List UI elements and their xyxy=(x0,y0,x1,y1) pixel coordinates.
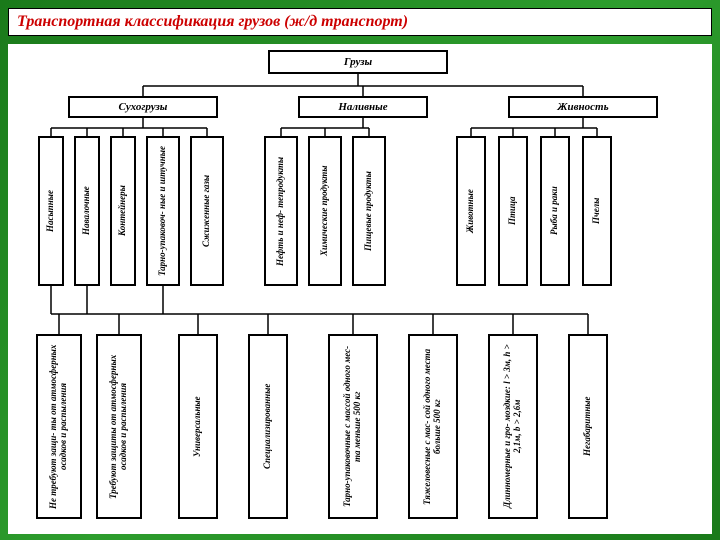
subcategory-node: Птица xyxy=(498,136,528,286)
page-title: Транспортная классификация грузов (ж/д т… xyxy=(17,13,703,31)
leaf-node: Длинномерные и гро- моздкие: l > 3м, h >… xyxy=(488,334,538,519)
subcategory-node: Нефть и неф- тепродукты xyxy=(264,136,298,286)
subcategory-node: Тарно-упаковоч- ные и штучные xyxy=(146,136,180,286)
classification-diagram: Грузы Сухогрузы Наливные Живность Насыпные На… xyxy=(8,44,712,534)
category-node: Живность xyxy=(508,96,658,118)
leaf-node: Универсальные xyxy=(178,334,218,519)
subcategory-node: Навалочные xyxy=(74,136,100,286)
subcategory-node: Пищевые продукты xyxy=(352,136,386,286)
title-bar: Транспортная классификация грузов (ж/д т… xyxy=(8,8,712,36)
subcategory-node: Рыба и раки xyxy=(540,136,570,286)
category-node: Сухогрузы xyxy=(68,96,218,118)
subcategory-node: Химические продукты xyxy=(308,136,342,286)
leaf-node: Негабаритные xyxy=(568,334,608,519)
leaf-node: Специализированные xyxy=(248,334,288,519)
subcategory-node: Животные xyxy=(456,136,486,286)
subcategory-node: Контейнеры xyxy=(110,136,136,286)
leaf-node: Тарно-упаковочные с массой одного мес- т… xyxy=(328,334,378,519)
root-node: Грузы xyxy=(268,50,448,74)
subcategory-node: Сжиженные газы xyxy=(190,136,224,286)
subcategory-node: Пчелы xyxy=(582,136,612,286)
category-node: Наливные xyxy=(298,96,428,118)
subcategory-node: Насыпные xyxy=(38,136,64,286)
leaf-node: Не требуют защи- ты от атмосферных осадк… xyxy=(36,334,82,519)
leaf-node: Требуют защиты от атмосферных осадков и … xyxy=(96,334,142,519)
leaf-node: Тяжеловесные с мас- сой одного места бол… xyxy=(408,334,458,519)
